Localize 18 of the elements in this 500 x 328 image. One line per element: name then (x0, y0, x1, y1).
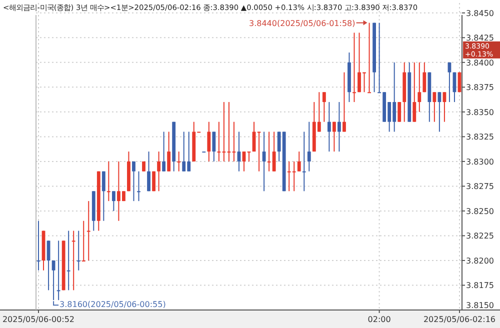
x-tick-label: 2025/05/06-02:16 (423, 315, 496, 324)
y-tick-label: 3.8450 (466, 8, 494, 18)
x-tick-label: 02:00 (368, 315, 391, 324)
y-tick-label: 3.8375 (466, 83, 494, 92)
y-tick-label: 3.8175 (466, 281, 494, 290)
annotation: 3.8440(2025/05/06-01:58) (248, 18, 368, 28)
y-tick-label: 3.8250 (466, 206, 494, 216)
x-tick-label: 2025/05/06-00:52 (2, 315, 75, 324)
y-tick-label: 3.8200 (466, 256, 494, 266)
y-tick-label: 3.8275 (466, 182, 494, 192)
y-tick-label: 3.8300 (466, 157, 494, 166)
annotation: 3.8160(2025/05/06-00:55) (53, 300, 166, 310)
y-tick-label: 3.8150 (466, 301, 494, 310)
y-tick-label: 3.8325 (466, 132, 494, 142)
y-tick-label: 3.8400 (466, 58, 494, 68)
y-tick-label: 3.8225 (466, 232, 494, 241)
y-tick-label: 3.8425 (466, 34, 494, 43)
y-tick-label: 3.8350 (466, 108, 494, 117)
